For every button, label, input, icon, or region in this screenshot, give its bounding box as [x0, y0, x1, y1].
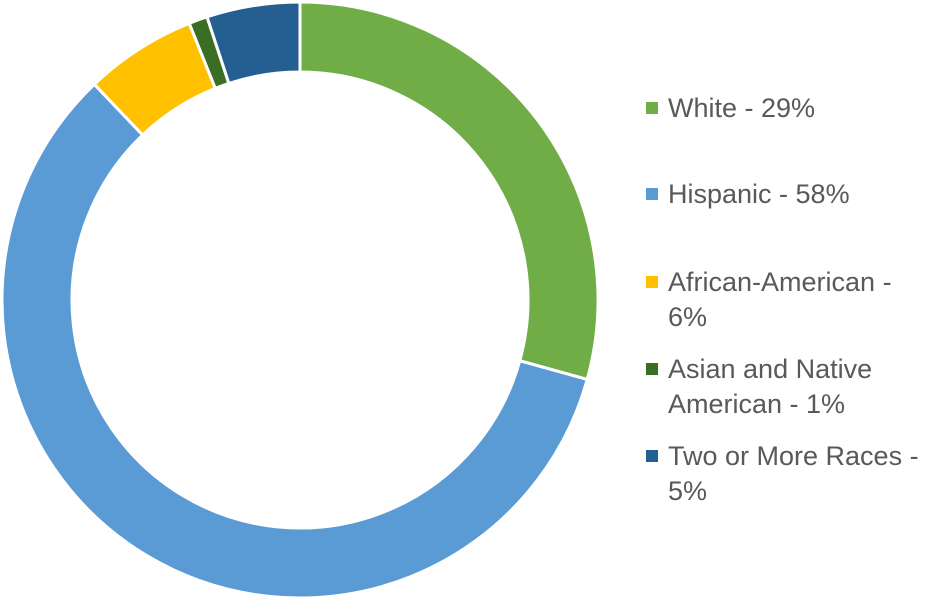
- legend-label-hispanic: Hispanic - 58%: [668, 179, 850, 209]
- legend-label-two-or-more-races: Two or More Races - 5%: [668, 441, 919, 506]
- legend-item-african-american: African-American - 6%: [646, 265, 938, 335]
- legend-item-asian-native-american: Asian and Native American - 1%: [646, 352, 938, 422]
- legend-item-two-or-more-races: Two or More Races - 5%: [646, 439, 938, 509]
- legend-swatch-hispanic: [646, 188, 658, 200]
- legend-label-asian-native-american: Asian and Native American - 1%: [668, 354, 873, 419]
- donut-slice-white: [298, 0, 600, 381]
- donut-slice-two-or-more-races: [205, 0, 302, 85]
- chart-legend: White - 29% Hispanic - 58% African-Ameri…: [646, 0, 945, 599]
- legend-swatch-asian-native-american: [646, 363, 658, 375]
- legend-item-white: White - 29%: [646, 91, 938, 126]
- legend-swatch-african-american: [646, 276, 658, 288]
- legend-label-african-american: African-American - 6%: [668, 267, 892, 332]
- legend-swatch-two-or-more-races: [646, 450, 658, 462]
- legend-label-white: White - 29%: [668, 93, 816, 123]
- legend-swatch-white: [646, 102, 658, 114]
- donut-slice-hispanic: [0, 82, 589, 599]
- legend-item-hispanic: Hispanic - 58%: [646, 177, 938, 212]
